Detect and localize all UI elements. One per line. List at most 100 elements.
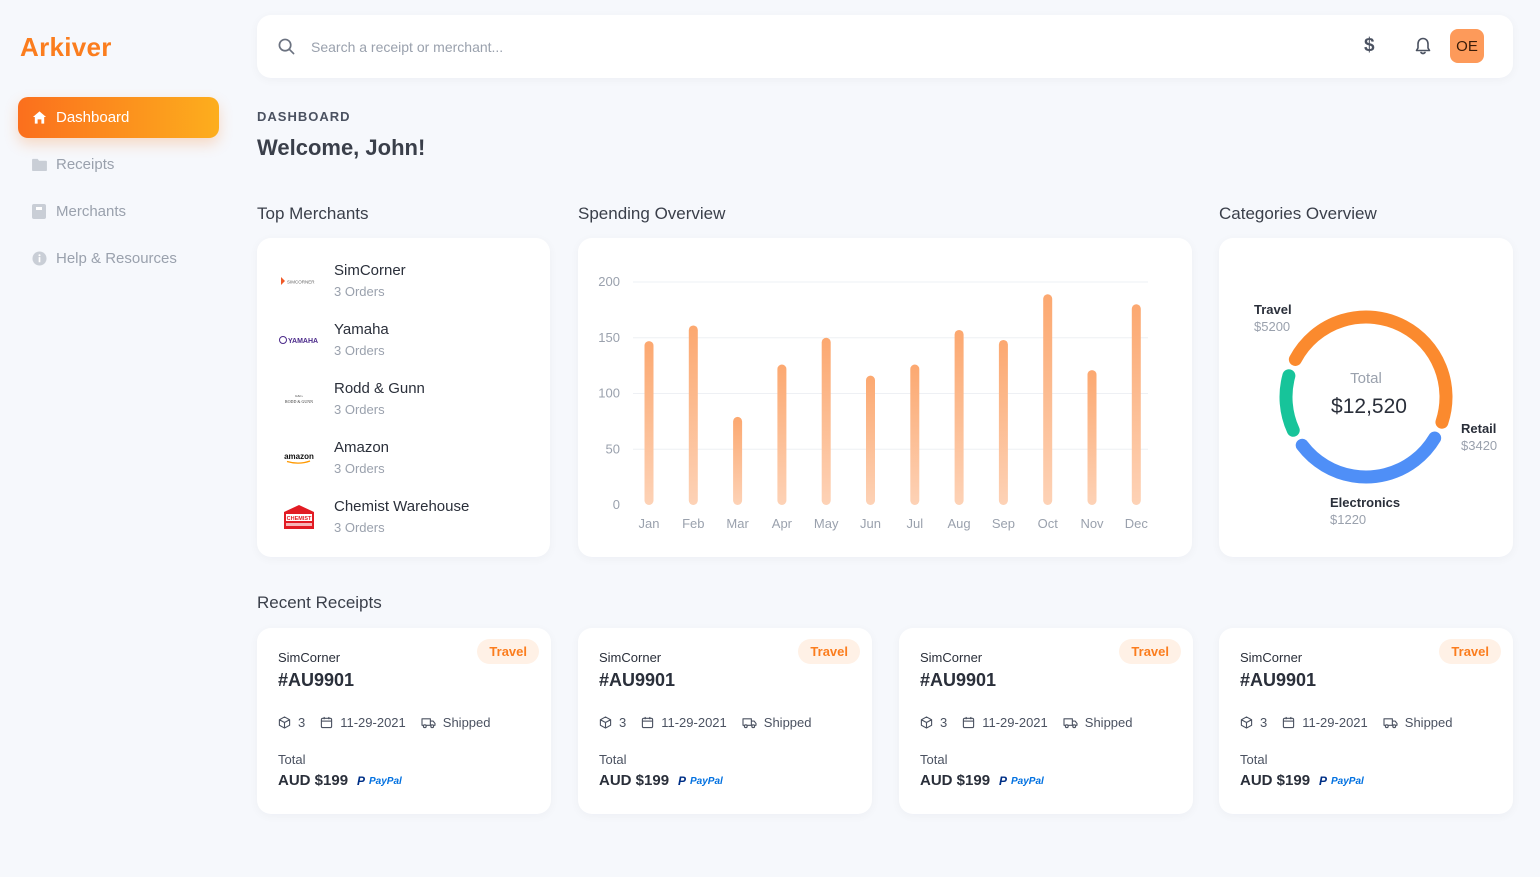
sidebar-item-dashboard[interactable]: Dashboard bbox=[18, 97, 219, 138]
x-tick-label: Aug bbox=[948, 516, 971, 531]
bar-may[interactable] bbox=[821, 337, 831, 505]
receipt-total-label: Total bbox=[599, 752, 627, 767]
receipt-id: #AU9901 bbox=[599, 670, 676, 690]
box-icon bbox=[599, 716, 612, 729]
svg-text:amazon: amazon bbox=[284, 452, 314, 461]
receipt-merchant: SimCorner bbox=[1240, 650, 1303, 665]
receipt-total: AUD $199 bbox=[599, 772, 670, 789]
sidebar-item-label: Merchants bbox=[56, 203, 127, 220]
merchant-item[interactable]: YAMAHA Yamaha 3 Orders bbox=[279, 321, 389, 358]
sidebar-item-help[interactable]: Help & Resources bbox=[18, 238, 219, 279]
paypal-logo: P PayPal bbox=[1319, 774, 1364, 788]
bell-icon[interactable] bbox=[1415, 37, 1431, 60]
box-icon bbox=[278, 716, 291, 729]
donut-total-label: Total bbox=[1350, 370, 1382, 387]
box-icon bbox=[1240, 716, 1253, 729]
page-title: Welcome, John! bbox=[257, 135, 426, 160]
top-merchants-card: SIMCORNER SimCorner 3 Orders YAMAHA Yamah… bbox=[257, 238, 550, 557]
y-tick-label: 100 bbox=[598, 386, 620, 401]
calendar-icon bbox=[321, 716, 333, 729]
category-value-electronics: $1220 bbox=[1330, 512, 1367, 527]
spending-overview-card: 0 50 100 150 200 Jan Feb Mar Apr May Jun Jul Aug Sep O… bbox=[578, 238, 1192, 557]
avatar[interactable]: OE bbox=[1450, 29, 1484, 63]
receipt-card[interactable]: SimCorner #AU9901 Travel 3 11-29-2021 Sh… bbox=[257, 628, 551, 814]
chemist-warehouse-logo: CHEMIST bbox=[279, 500, 319, 534]
receipt-date: 11-29-2021 bbox=[641, 715, 727, 730]
merchant-orders: 3 Orders bbox=[334, 284, 385, 299]
bar-sep[interactable] bbox=[998, 339, 1008, 505]
receipt-status: Shipped bbox=[1383, 715, 1453, 730]
sidebar-item-receipts[interactable]: Receipts bbox=[18, 144, 219, 185]
receipt-date: 11-29-2021 bbox=[962, 715, 1048, 730]
calendar-icon bbox=[642, 716, 654, 729]
bar-mar[interactable] bbox=[733, 416, 743, 505]
receipt-card[interactable]: SimCorner #AU9901 Travel 3 11-29-2021 Sh… bbox=[1219, 628, 1513, 814]
store-icon bbox=[31, 204, 47, 220]
box-icon bbox=[920, 716, 933, 729]
receipt-items-count: 3 bbox=[298, 715, 306, 730]
bar-oct[interactable] bbox=[1043, 294, 1053, 505]
merchant-item[interactable]: R&G RODD & GUNN Rodd & Gunn 3 Orders bbox=[279, 380, 425, 417]
receipt-merchant: SimCorner bbox=[599, 650, 662, 665]
spending-bar-chart: 0 50 100 150 200 Jan Feb Mar Apr May Jun Jul Aug Sep O… bbox=[598, 274, 1148, 531]
receipt-card[interactable]: SimCorner #AU9901 Travel 3 11-29-2021 Sh… bbox=[578, 628, 872, 814]
receipt-status: Shipped bbox=[421, 715, 491, 730]
receipt-card[interactable]: SimCorner #AU9901 Travel 3 11-29-2021 Sh… bbox=[899, 628, 1193, 814]
categories-overview-card: Total $12,520 Travel $5200 Retail $3420 … bbox=[1219, 238, 1513, 557]
category-badge[interactable]: Travel bbox=[1119, 639, 1181, 664]
bar-dec[interactable] bbox=[1131, 304, 1141, 505]
bar-feb[interactable] bbox=[688, 325, 698, 505]
merchant-item[interactable]: CHEMIST Chemist Warehouse 3 Orders bbox=[279, 498, 469, 535]
truck-icon bbox=[742, 718, 757, 729]
bar-aug[interactable] bbox=[954, 329, 964, 505]
category-badge[interactable]: Travel bbox=[477, 639, 539, 664]
home-icon bbox=[31, 110, 47, 126]
donut-segment-electronics[interactable] bbox=[1260, 291, 1472, 503]
receipt-items: 3 bbox=[1240, 715, 1267, 730]
merchant-name: Rodd & Gunn bbox=[334, 380, 425, 397]
merchant-name: Yamaha bbox=[334, 321, 389, 338]
receipt-meta: 3 11-29-2021 Shipped bbox=[920, 715, 1148, 730]
app-logo[interactable]: Arkiver bbox=[20, 32, 112, 62]
x-tick-label: Feb bbox=[682, 516, 704, 531]
x-tick-label: Jul bbox=[906, 516, 923, 531]
spending-overview-title: Spending Overview bbox=[578, 204, 726, 223]
x-tick-label: Oct bbox=[1038, 516, 1059, 531]
category-badge[interactable]: Travel bbox=[1439, 639, 1501, 664]
merchant-name: SimCorner bbox=[334, 262, 406, 279]
categories-donut-chart: Total $12,520 bbox=[1256, 287, 1475, 506]
svg-text:SIMCORNER: SIMCORNER bbox=[287, 279, 315, 284]
receipt-date-value: 11-29-2021 bbox=[982, 715, 1048, 730]
bar-nov[interactable] bbox=[1087, 370, 1097, 505]
category-badge[interactable]: Travel bbox=[798, 639, 860, 664]
merchant-item[interactable]: SIMCORNER SimCorner 3 Orders bbox=[279, 262, 406, 299]
categories-overview-title: Categories Overview bbox=[1219, 204, 1377, 223]
recent-receipts-title: Recent Receipts bbox=[257, 593, 382, 612]
y-tick-label: 0 bbox=[613, 497, 620, 512]
bar-jun[interactable] bbox=[866, 375, 875, 505]
search-input[interactable] bbox=[311, 33, 911, 61]
y-tick-label: 200 bbox=[598, 274, 620, 289]
dollar-icon[interactable]: $ bbox=[1364, 35, 1375, 56]
sidebar-item-merchants[interactable]: Merchants bbox=[18, 191, 219, 232]
bar-jul[interactable] bbox=[910, 364, 920, 505]
donut-segment-retail[interactable] bbox=[1256, 287, 1475, 506]
receipt-total-label: Total bbox=[920, 752, 948, 767]
paypal-logo: P PayPal bbox=[357, 774, 402, 788]
receipt-items: 3 bbox=[278, 715, 305, 730]
x-tick-label: Jan bbox=[639, 516, 660, 531]
category-value-travel: $5200 bbox=[1254, 319, 1291, 334]
bar-jan[interactable] bbox=[644, 341, 654, 505]
donut-segment-travel[interactable] bbox=[1258, 289, 1474, 505]
receipt-total-label: Total bbox=[1240, 752, 1268, 767]
receipt-status: Shipped bbox=[742, 715, 812, 730]
simcorner-logo: SIMCORNER bbox=[279, 264, 319, 298]
category-label-travel: Travel bbox=[1254, 302, 1292, 317]
x-tick-label: May bbox=[814, 516, 839, 531]
merchant-item[interactable]: amazon Amazon 3 Orders bbox=[279, 439, 389, 476]
merchant-orders: 3 Orders bbox=[334, 402, 385, 417]
category-value-retail: $3420 bbox=[1461, 438, 1498, 453]
merchant-name: Chemist Warehouse bbox=[334, 498, 470, 515]
receipt-date-value: 11-29-2021 bbox=[340, 715, 406, 730]
bar-apr[interactable] bbox=[777, 364, 787, 505]
